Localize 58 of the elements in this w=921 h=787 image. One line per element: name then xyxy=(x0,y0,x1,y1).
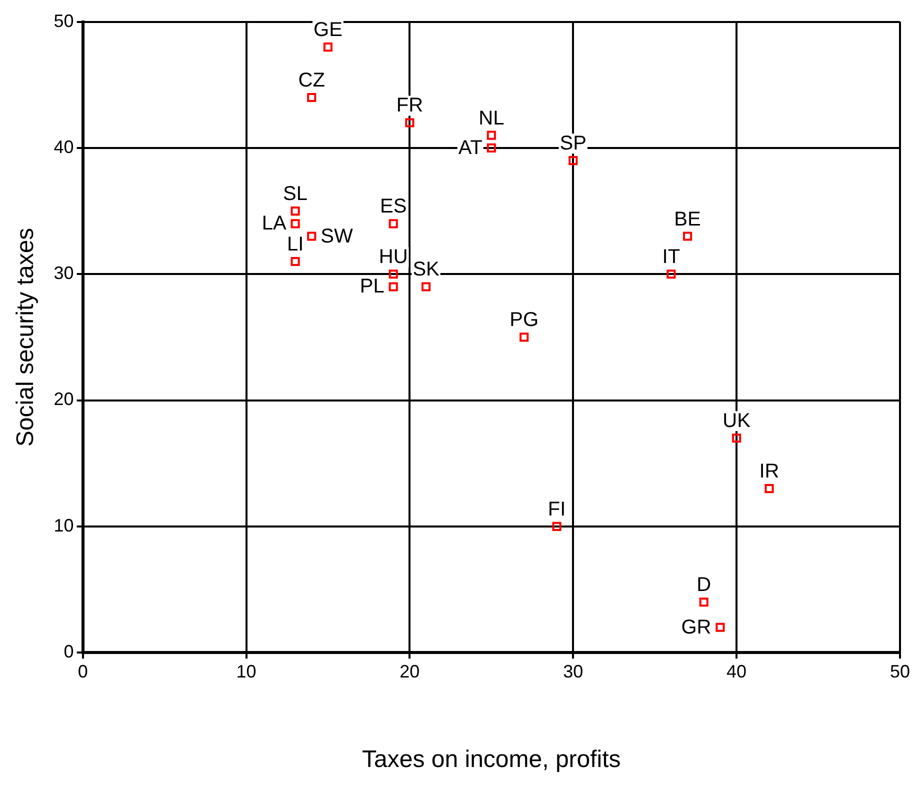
annotation: SP xyxy=(560,132,586,155)
point xyxy=(682,232,692,241)
annotation: AT xyxy=(458,136,482,159)
point xyxy=(290,206,300,216)
y-tick-label: 40 xyxy=(54,136,74,157)
x-tick-label: 20 xyxy=(400,661,420,682)
annotation: CZ xyxy=(298,69,325,92)
y-tick-label: 30 xyxy=(54,263,74,284)
point xyxy=(699,598,708,607)
annotation: IR xyxy=(759,460,780,483)
point xyxy=(764,484,774,494)
x-tick-label: 40 xyxy=(726,661,747,682)
annotation: UK xyxy=(722,410,752,432)
annotation: FI xyxy=(548,498,566,520)
annotation: HU xyxy=(378,246,408,268)
point xyxy=(568,156,578,166)
annotation: BE xyxy=(674,208,701,230)
annotation: GR xyxy=(681,616,712,638)
x-tick-label: 10 xyxy=(236,661,256,682)
annotation: SW xyxy=(320,225,353,248)
y-tick-label: 0 xyxy=(64,642,74,662)
annotation: PL xyxy=(360,276,384,298)
point xyxy=(716,622,725,632)
point xyxy=(388,282,398,292)
annotation: SK xyxy=(412,258,440,281)
point xyxy=(290,219,300,228)
annotation: NL xyxy=(478,107,504,130)
y-axis-title: Social security taxes xyxy=(12,228,40,447)
point xyxy=(388,270,398,279)
x-tick-label: 30 xyxy=(563,661,584,682)
annotation: FR xyxy=(396,94,424,117)
point xyxy=(666,270,676,279)
point xyxy=(307,232,316,241)
x-tick-label: 0 xyxy=(78,661,88,682)
y-tick-label: 50 xyxy=(54,10,74,31)
y-tick-label: 20 xyxy=(54,389,74,410)
point xyxy=(486,130,496,140)
annotation: SL xyxy=(283,183,308,206)
annotation: LA xyxy=(262,212,287,235)
point xyxy=(732,434,742,443)
point xyxy=(405,118,414,128)
point xyxy=(552,522,562,531)
point xyxy=(323,42,333,52)
point xyxy=(388,219,398,228)
x-axis-title: Taxes on income, profits xyxy=(362,746,621,774)
point xyxy=(290,256,300,266)
annotation: GE xyxy=(314,19,342,42)
point xyxy=(520,332,529,342)
annotation: PG xyxy=(510,309,539,332)
point xyxy=(307,92,316,102)
annotation: LI xyxy=(286,234,304,256)
annotation: ES xyxy=(380,196,407,218)
y-tick-label: 10 xyxy=(54,515,74,536)
x-tick-label: 50 xyxy=(890,661,910,682)
annotation: D xyxy=(696,574,712,596)
point xyxy=(421,282,431,292)
point xyxy=(486,143,496,152)
annotation: IT xyxy=(662,246,680,268)
